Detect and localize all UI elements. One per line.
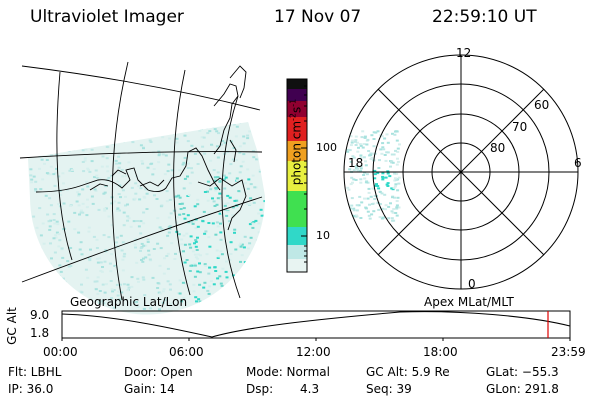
dsp-value: 4.3 (300, 382, 320, 396)
mlt-label-12: 12 (456, 46, 472, 60)
door-status: Door: Open (124, 365, 193, 379)
colorbar-tick-10: 10 (316, 229, 330, 242)
mlt-label-18: 18 (348, 156, 364, 170)
polar-auroral-emission (346, 130, 401, 222)
time-tick: 12:00 (296, 345, 331, 359)
filter-status: Flt: LBHL (8, 365, 62, 379)
coastlines (35, 65, 247, 231)
map-coverage (28, 122, 266, 315)
mode-status: Mode: Normal (246, 365, 330, 379)
altitude-axis-label: GC Alt (5, 307, 19, 345)
mlat-label-70: 70 (512, 120, 528, 134)
geographic-map (19, 61, 266, 315)
altitude-max: 9.0 (30, 308, 50, 322)
colorbar-band (287, 100, 307, 117)
sequence-status: Seq: 39 (366, 382, 412, 396)
mlt-label-0: 0 (468, 277, 476, 291)
observation-date: 17 Nov 07 (274, 7, 362, 27)
colorbar-band (287, 258, 307, 272)
geographic-label: Geographic Lat/Lon (70, 295, 188, 309)
dsp-label: Dsp: (246, 382, 274, 396)
observation-time: 22:59:10 UT (432, 7, 537, 27)
colorbar-band (287, 160, 307, 191)
glat-status: GLat: −55.3 (486, 365, 559, 379)
colorbar-tick-100: 100 (316, 141, 337, 154)
mlat-label-80: 80 (490, 141, 506, 155)
polar-plot (343, 54, 579, 290)
time-tick: 06:00 (169, 345, 204, 359)
colorbar (286, 78, 308, 273)
colorbar-unit-label: photon cm-2s-1 (288, 98, 304, 186)
glon-status: GLon: 291.8 (486, 382, 559, 396)
colorbar-band (287, 190, 307, 227)
time-tick: 18:00 (423, 345, 458, 359)
time-tick: 23:59 (551, 345, 586, 359)
time-tick: 00:00 (43, 345, 78, 359)
gain-status: Gain: 14 (124, 382, 175, 396)
colorbar-band (287, 140, 307, 161)
altitude-curve (61, 311, 571, 338)
mlt-label-6: 6 (574, 156, 582, 170)
altitude-min: 1.8 (30, 326, 50, 340)
colorbar-band (287, 88, 307, 101)
altitude-plot (61, 310, 571, 341)
colorbar-band (287, 79, 307, 89)
colorbar-band (287, 244, 307, 259)
colorbar-band (287, 116, 307, 141)
gc-altitude-status: GC Alt: 5.9 Re (366, 365, 450, 379)
apex-label: Apex MLat/MLT (424, 295, 514, 309)
colorbar-band (287, 226, 307, 245)
instrument-title: Ultraviolet Imager (30, 7, 184, 27)
ip-status: IP: 36.0 (8, 382, 54, 396)
mlat-label-60: 60 (534, 98, 550, 112)
